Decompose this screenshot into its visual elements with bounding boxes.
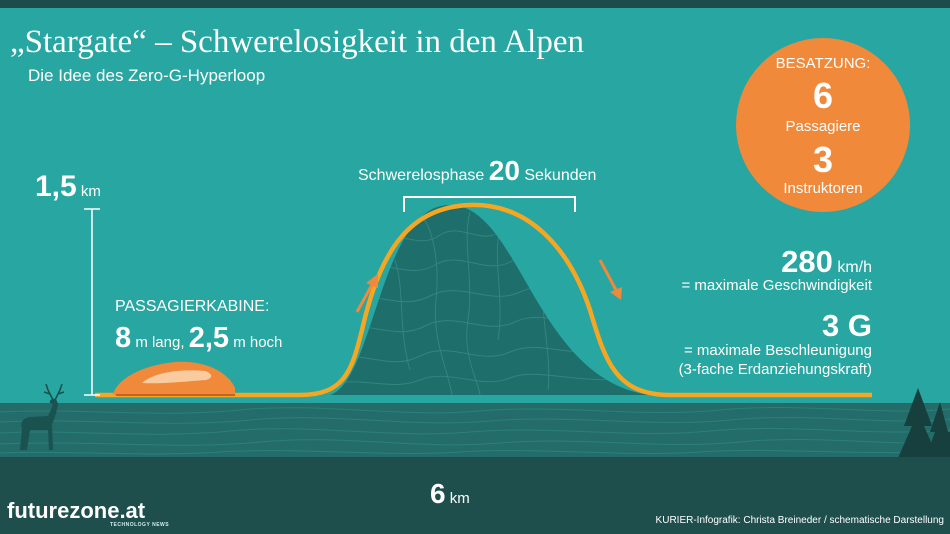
credit-line: KURIER-Infografik: Christa Breineder / s… (655, 515, 944, 526)
distance-value: 6 (430, 478, 446, 509)
phase-bracket (403, 196, 576, 212)
pine-tree-icon (898, 388, 950, 462)
footer-band (0, 457, 950, 534)
acceleration-value: 3 G (822, 308, 872, 343)
instructors-label: Instruktoren (783, 180, 863, 197)
acceleration-label: = maximale Beschleunigung (683, 342, 872, 359)
acceleration-note: (3-fache Erdanziehungskraft) (678, 361, 872, 378)
cabin-length-unit: m lang, (135, 334, 185, 351)
cabin-heading: PASSAGIERKABINE: (115, 298, 270, 315)
top-bar (0, 0, 950, 8)
crew-badge: BESATZUNG: 6 Passagiere 3 Instruktoren (736, 38, 910, 212)
ground-strip (0, 403, 950, 459)
distance-annotation: 6 km (430, 478, 470, 510)
altitude-annotation: 1,5 km (35, 170, 101, 204)
mountain-icon (330, 205, 650, 395)
speed-value: 280 (781, 244, 833, 279)
instructors-count: 3 (812, 139, 834, 180)
altitude-unit: km (80, 183, 101, 200)
page-title: „Stargate“ – Schwerelosigkeit in den Alp… (10, 24, 584, 60)
cabin-length-value: 8 (115, 322, 132, 354)
passengers-count: 6 (812, 75, 834, 116)
cabin-height-value: 2,5 (188, 322, 230, 354)
speed-unit: km/h (837, 259, 872, 276)
phase-annotation: Schwerelosphase 20 Sekunden (358, 155, 596, 187)
altitude-value: 1,5 (35, 170, 77, 203)
altitude-marker (84, 208, 100, 396)
crew-heading: BESATZUNG: (775, 55, 871, 72)
deer-icon (20, 383, 65, 450)
speed-annotation: 280 km/h (700, 244, 872, 280)
hyperloop-track (95, 202, 872, 398)
phase-value: 20 (488, 155, 520, 186)
cabin-icon (113, 361, 235, 396)
distance-unit: km (449, 490, 470, 507)
up-arrow-icon (355, 274, 378, 313)
phase-unit: Sekunden (524, 167, 597, 184)
brand-logo-sub: TECHNOLOGY NEWS (110, 522, 170, 528)
ground-contours (0, 406, 950, 455)
phase-label: Schwerelosphase (358, 167, 485, 184)
passengers-label: Passagiere (785, 118, 861, 135)
speed-label: = maximale Geschwindigkeit (681, 277, 873, 294)
down-arrow-icon (598, 259, 622, 300)
cabin-dimensions: 8 m lang, 2,5 m hoch (115, 322, 282, 355)
cabin-height-unit: m hoch (233, 334, 283, 351)
page-subtitle: Die Idee des Zero-G-Hyperloop (28, 66, 266, 85)
brand-logo: futurezone.at (7, 498, 146, 523)
